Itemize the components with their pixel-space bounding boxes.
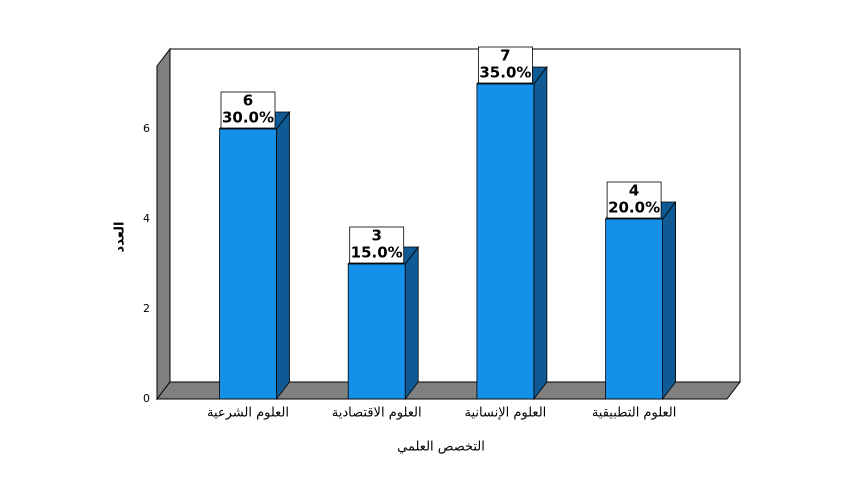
x-tick-label: العلوم الشرعية	[207, 406, 289, 421]
bar-side	[533, 65, 548, 401]
bar	[605, 218, 663, 400]
value-label: 3	[371, 227, 381, 245]
value-label-box	[606, 181, 662, 219]
bar	[219, 128, 277, 400]
y-tick-label: 4	[143, 212, 150, 225]
percent-label: 20.0%	[608, 199, 660, 217]
y-tick-label: 2	[143, 302, 150, 315]
value-label-box	[220, 91, 276, 129]
bar-side	[662, 200, 676, 401]
x-tick-label: العلوم الاقتصادية	[332, 406, 422, 421]
side-wall	[156, 47, 171, 401]
value-label: 4	[629, 182, 639, 200]
bar-side	[276, 110, 290, 401]
value-label: 7	[500, 47, 510, 65]
x-tick-label: العلوم التطبيقية	[592, 406, 677, 421]
x-tick-label: العلوم الإنسانية	[465, 406, 547, 421]
percent-label: 30.0%	[222, 109, 274, 127]
bar	[347, 263, 406, 400]
percent-label: 35.0%	[479, 64, 531, 82]
y-tick-label: 6	[143, 122, 150, 135]
value-label-box	[349, 226, 405, 264]
floor	[155, 381, 742, 400]
x-axis-title: التخصص العلمي	[397, 440, 485, 455]
value-label-box	[477, 46, 533, 84]
value-label: 6	[243, 92, 253, 110]
y-axis-title: العدد	[113, 222, 128, 253]
bar	[476, 83, 535, 400]
bar-side	[404, 245, 419, 401]
percent-label: 15.0%	[351, 244, 403, 262]
y-tick-label: 0	[143, 392, 150, 405]
